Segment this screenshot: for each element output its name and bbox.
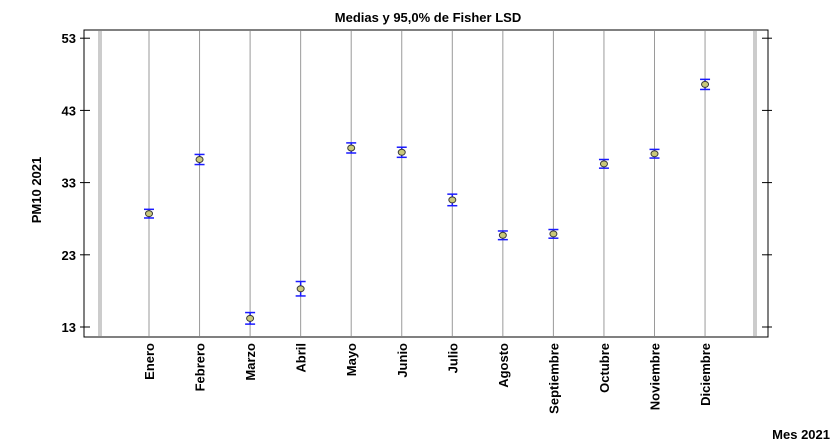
mean-marker <box>246 314 255 322</box>
mean-marker <box>296 285 305 293</box>
y-tick-label: 23 <box>62 248 76 263</box>
x-tick-label: Abril <box>294 343 309 373</box>
mean-point-group <box>649 148 660 159</box>
x-tick-label: Julio <box>445 343 460 373</box>
mean-point-group <box>194 153 205 166</box>
x-tick-label: Octubre <box>597 343 612 393</box>
mean-point-group <box>144 208 154 219</box>
mean-marker <box>145 210 153 218</box>
mean-point-group <box>346 142 357 154</box>
x-tick-labels: Enero Febrero Marzo Abril Mayo Junio Julio Agos… <box>142 343 713 414</box>
mean-marker <box>448 196 457 204</box>
mean-point-group <box>245 311 256 325</box>
x-tick-label: Septiembre <box>546 343 561 414</box>
mean-marker <box>650 150 659 158</box>
x-tick-label: Mayo <box>344 343 359 376</box>
mean-point-group <box>447 193 458 207</box>
x-axis-label: Mes 2021 <box>772 427 830 442</box>
axes <box>83 29 769 338</box>
mean-point-group <box>497 230 508 241</box>
mean-marker <box>498 231 507 239</box>
y-axis-label: PM10 2021 <box>29 157 44 224</box>
mean-marker <box>599 160 608 168</box>
x-tick-label: Junio <box>395 343 410 378</box>
mean-marker <box>195 155 204 163</box>
mean-marker <box>701 80 710 88</box>
mean-marker <box>397 148 406 156</box>
x-tick-label: Noviembre <box>648 343 663 410</box>
mean-point-group <box>598 158 609 169</box>
x-tick-label: Febrero <box>193 343 208 391</box>
y-tick-label: 53 <box>62 31 76 46</box>
means-series <box>144 78 711 325</box>
y-ticks: 13 23 33 43 53 <box>62 31 772 335</box>
plot-frame <box>83 29 769 338</box>
y-tick-label: 33 <box>62 176 76 191</box>
mean-marker <box>347 144 356 152</box>
mean-marker <box>549 230 558 238</box>
mean-point-group <box>295 280 306 297</box>
y-tick-label: 13 <box>62 320 76 335</box>
y-tick-label: 43 <box>62 103 76 118</box>
gridlines <box>98 31 757 336</box>
x-tick-label: Agosto <box>496 343 511 388</box>
mean-point-group <box>700 78 711 91</box>
mean-point-group <box>548 228 559 239</box>
x-tick-label: Enero <box>142 343 157 380</box>
chart-title: Medias y 95,0% de Fisher LSD <box>335 10 521 25</box>
x-tick-label: Marzo <box>243 343 258 381</box>
x-tick-label: Diciembre <box>698 343 713 406</box>
mean-point-group <box>396 146 407 159</box>
